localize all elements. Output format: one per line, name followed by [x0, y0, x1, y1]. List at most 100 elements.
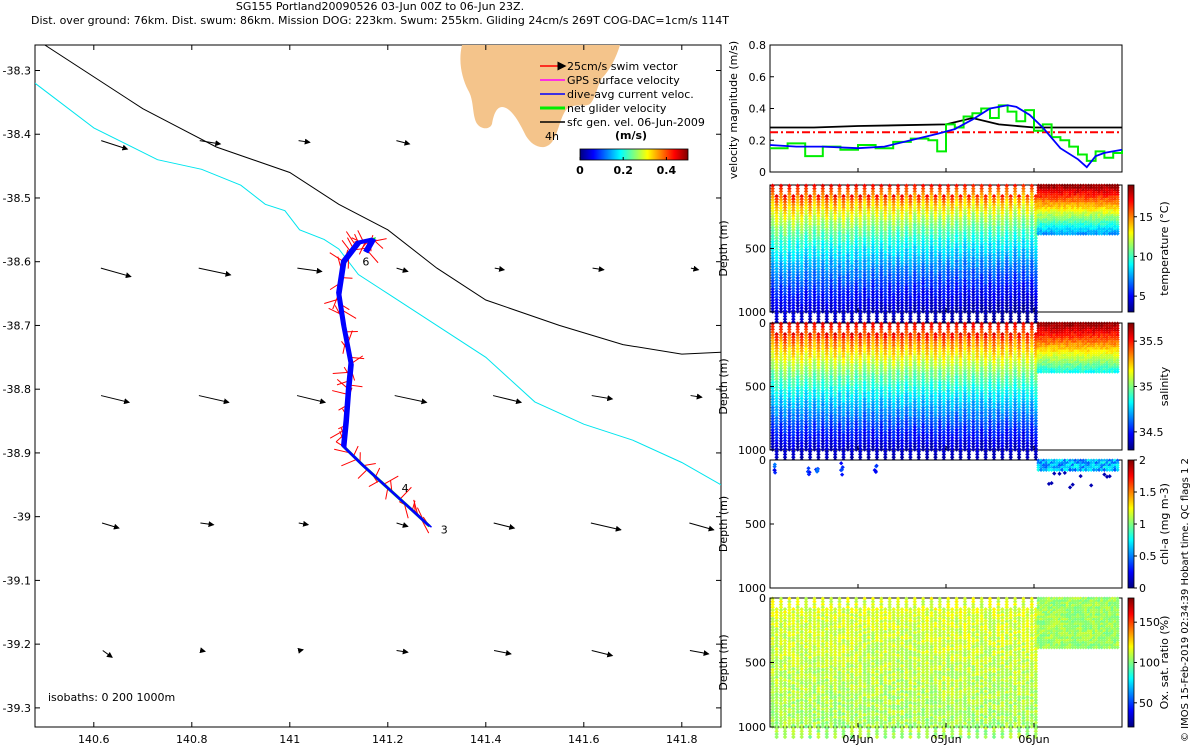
legend-net-label: net glider velocity	[567, 102, 667, 115]
profile-point	[807, 252, 813, 258]
profile-point	[791, 224, 796, 230]
surface-vector	[396, 522, 409, 528]
map-ytick-label: -38.8	[3, 383, 31, 396]
profile-point	[774, 269, 779, 274]
map-ytick-label: -38.3	[3, 64, 31, 77]
profile-point	[782, 286, 788, 291]
profile-point	[778, 214, 784, 219]
profile-point	[782, 275, 788, 280]
surface-vector	[198, 395, 230, 405]
profile-point	[795, 242, 800, 247]
surface-vector	[199, 647, 206, 654]
profile-point	[782, 311, 788, 316]
profile-point	[795, 275, 800, 281]
swim-vector	[363, 463, 376, 467]
swim-vector	[353, 445, 359, 457]
profile-point	[812, 197, 817, 203]
profile-point	[807, 277, 813, 283]
surface-vector	[396, 648, 409, 655]
profile-point	[803, 217, 809, 222]
profile-point	[803, 295, 809, 300]
profile-point	[787, 217, 792, 222]
profile-point	[791, 261, 796, 266]
profile-point	[778, 284, 784, 289]
profile-point	[791, 233, 796, 238]
profile-point	[799, 238, 804, 244]
profile-point	[778, 219, 784, 225]
profile-colorbar-tick-label: 10	[1139, 250, 1153, 263]
profile-point	[774, 205, 779, 210]
map-xtick-label: 141	[279, 733, 300, 746]
profile-point	[787, 231, 792, 236]
profile-point	[795, 211, 800, 216]
profile-point	[791, 219, 796, 224]
profile-point	[795, 217, 800, 222]
profile-point	[799, 280, 804, 286]
profile-point	[778, 244, 784, 250]
profile-point	[787, 253, 792, 258]
profile-point	[778, 200, 784, 205]
profile-point	[770, 292, 775, 298]
profile-point	[803, 186, 809, 191]
profile-point	[774, 210, 779, 216]
profile-point	[807, 283, 813, 288]
profile-point	[774, 235, 779, 241]
profile-point	[770, 208, 775, 214]
profile-point	[803, 270, 809, 275]
profile-point	[795, 270, 800, 275]
glider-track: 346	[324, 230, 448, 536]
profile-point	[807, 291, 813, 297]
profile-colorbar-tick-label: 15	[1139, 211, 1153, 224]
profile-point	[799, 261, 804, 266]
profile-point	[803, 258, 809, 264]
profile-point	[807, 255, 813, 261]
profile-point	[774, 258, 779, 263]
coastline-path	[44, 45, 721, 355]
profile-point	[770, 284, 775, 289]
profile-point	[799, 241, 804, 247]
surface-vector	[492, 395, 523, 405]
profile-point	[782, 308, 788, 314]
surface-velocity-vectors	[100, 138, 715, 658]
profile-point	[795, 258, 800, 264]
profile-point	[774, 263, 779, 269]
profile-point	[799, 272, 804, 277]
profile-point	[782, 196, 788, 202]
profile-point	[774, 233, 779, 238]
profile-point	[799, 302, 804, 308]
velocity-ytick-label: 0.2	[749, 134, 767, 147]
profile-point	[816, 196, 821, 202]
profile-point	[782, 269, 788, 274]
profile-point	[774, 238, 779, 244]
profile-point	[778, 250, 784, 256]
profile-point	[795, 272, 800, 278]
profile-point	[795, 286, 800, 292]
surface-vector	[493, 649, 512, 656]
profile-point	[791, 311, 796, 316]
profile-point	[795, 306, 800, 311]
profile-point	[770, 200, 775, 205]
profile-point	[799, 255, 804, 261]
profile-point	[807, 314, 813, 319]
profile-point	[807, 227, 813, 233]
profile-point	[770, 203, 775, 208]
profile-point	[787, 236, 792, 242]
profile-point	[791, 230, 796, 235]
profile-point	[803, 183, 809, 189]
profile-point	[778, 264, 784, 270]
profile-point	[778, 189, 784, 194]
profile-point	[787, 303, 792, 309]
map-y-axis: -38.3-38.4-38.5-38.6-38.7-38.8-38.9-39-3…	[3, 64, 721, 715]
profile-point	[791, 263, 796, 269]
profile-point	[778, 228, 784, 233]
profile-point	[787, 211, 792, 216]
profile-point	[782, 241, 788, 247]
profile-point	[791, 275, 796, 280]
profile-point	[782, 207, 788, 213]
profile-point	[803, 219, 809, 225]
profile-point	[795, 214, 800, 219]
profile-point	[791, 227, 796, 233]
profile-point	[791, 235, 796, 241]
velocity-series-line	[769, 104, 1123, 169]
